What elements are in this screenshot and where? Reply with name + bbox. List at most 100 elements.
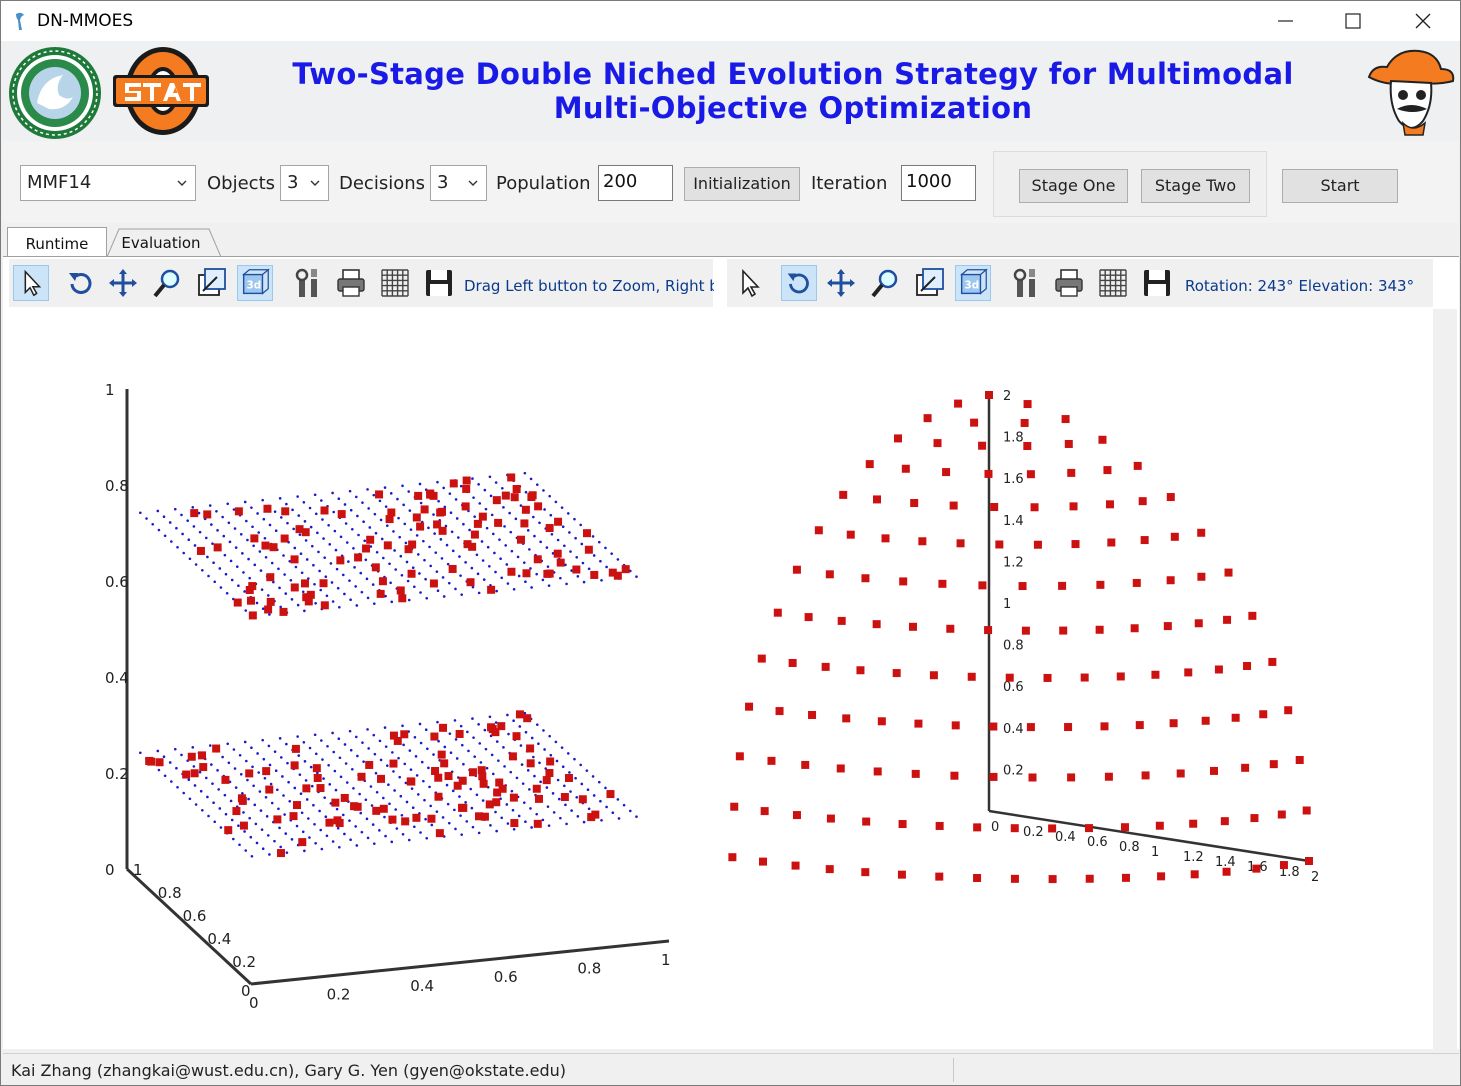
stage-two-button[interactable]: Stage Two [1141,169,1250,203]
grid-dot [186,519,189,522]
grid-dot [223,793,227,797]
decision-space-plot[interactable]: 00.20.40.60.810.20.40.60.810 0.2 0.4 0.6 0.8… [9,309,713,1049]
decisions-select[interactable]: 3 [430,165,487,201]
3d-icon[interactable]: 3d [237,265,273,301]
grid-icon[interactable] [1095,265,1131,301]
initialization-button[interactable]: Initialization [684,167,800,201]
grid-dot [298,773,302,776]
grid-dot [255,841,259,845]
grid-dot [450,530,454,534]
grid-dot [253,803,257,807]
grid-dot [372,493,376,497]
solution-point [1201,716,1210,725]
objective-space-plot[interactable]: 0.2 0.4 0.6 0.8 1 1.2 1.4 1.6 1.8 2 0 0.2 0.4 0.6 0.8 1… [727,309,1433,1049]
solution-point [331,798,340,807]
pointer-icon[interactable] [731,265,767,301]
pan-icon[interactable] [105,265,141,301]
rotate-icon[interactable] [781,265,817,301]
grid-dot [453,808,456,812]
objects-select[interactable]: 3 [280,165,329,201]
grid-dot [258,790,262,793]
pan-icon[interactable] [823,265,859,301]
tab-runtime[interactable]: Runtime [7,227,107,257]
zoom-icon[interactable] [149,265,185,301]
zoom-box-icon[interactable] [911,265,947,301]
grid-dot [529,477,533,481]
zoom-box-icon[interactable] [193,265,229,301]
grid-dot [228,540,232,544]
solution-point [400,730,409,739]
grid-icon[interactable] [377,265,413,301]
solution-point [989,772,998,781]
solution-point [1138,497,1147,506]
solution-point [362,544,371,553]
grid-dot [263,536,267,540]
grid-dot [509,770,513,774]
grid-dot [390,840,394,844]
iteration-input[interactable]: 1000 [901,165,976,201]
grid-dot [566,752,570,755]
solution-point [788,658,797,667]
grid-dot [437,739,440,743]
grid-dot [509,530,513,534]
grid-dot [232,748,236,751]
grid-dot [415,534,419,537]
solution-point [949,501,958,510]
3d-icon[interactable]: 3d [955,265,991,301]
minimize-icon[interactable] [1251,1,1319,41]
grid-dot [507,732,510,736]
grid-dot [516,555,520,559]
properties-icon[interactable] [291,265,327,301]
stage-one-button[interactable]: Stage One [1019,169,1128,203]
grid-dot [361,741,364,744]
solution-point [1018,582,1027,591]
problem-select[interactable]: MMF14 [20,165,196,201]
solution-point [512,485,521,494]
solution-point [266,573,275,582]
grid-dot [488,475,492,479]
solution-point [1067,468,1076,477]
grid-dot [302,501,306,504]
rotate-icon[interactable] [63,265,99,301]
grid-dot [278,737,282,740]
solution-point [1243,661,1252,670]
grid-dot [556,778,560,782]
grid-dot [348,579,351,582]
left-plot-area[interactable]: 0 0.2 0.4 0.6 0.8 1 0.2 0.4 0.6 0.8 1 0 0.2 0.4 0.6 0.8… [9,309,713,1049]
solution-point [1250,814,1259,823]
close-icon[interactable] [1389,1,1457,41]
solution-point [434,773,443,782]
grid-dot [628,809,632,813]
solution-point [1209,766,1218,775]
grid-dot [193,544,197,547]
tab-evaluation[interactable]: Evaluation [121,234,201,252]
save-icon[interactable] [421,265,457,301]
print-icon[interactable] [333,265,369,301]
solution-point [1080,673,1089,682]
solution-point [385,515,394,524]
grid-dot [535,572,538,576]
maximize-icon[interactable] [1319,1,1387,41]
solution-point [929,671,938,680]
grid-dot [383,815,386,819]
grid-dot [429,804,432,808]
save-icon[interactable] [1139,265,1175,301]
solution-point [861,574,870,583]
print-icon[interactable] [1051,265,1087,301]
grid-dot [182,791,186,795]
right-plot-area[interactable]: 0.2 0.4 0.6 0.8 1 1.2 1.4 1.6 1.8 2 0 0.2 0.4 0.6 0.8 1… [727,309,1433,1049]
solution-point [246,596,255,605]
pointer-icon[interactable] [13,265,49,301]
grid-dot [226,742,230,746]
grid-dot [344,762,348,765]
grid-dot [318,569,321,573]
grid-dot [248,816,251,820]
zoom-icon[interactable] [867,265,903,301]
start-button[interactable]: Start [1282,169,1398,203]
properties-icon[interactable] [1009,265,1045,301]
grid-dot [439,538,443,541]
population-input[interactable]: 200 [598,165,673,201]
solution-point [265,785,274,794]
grid-dot [592,794,596,797]
